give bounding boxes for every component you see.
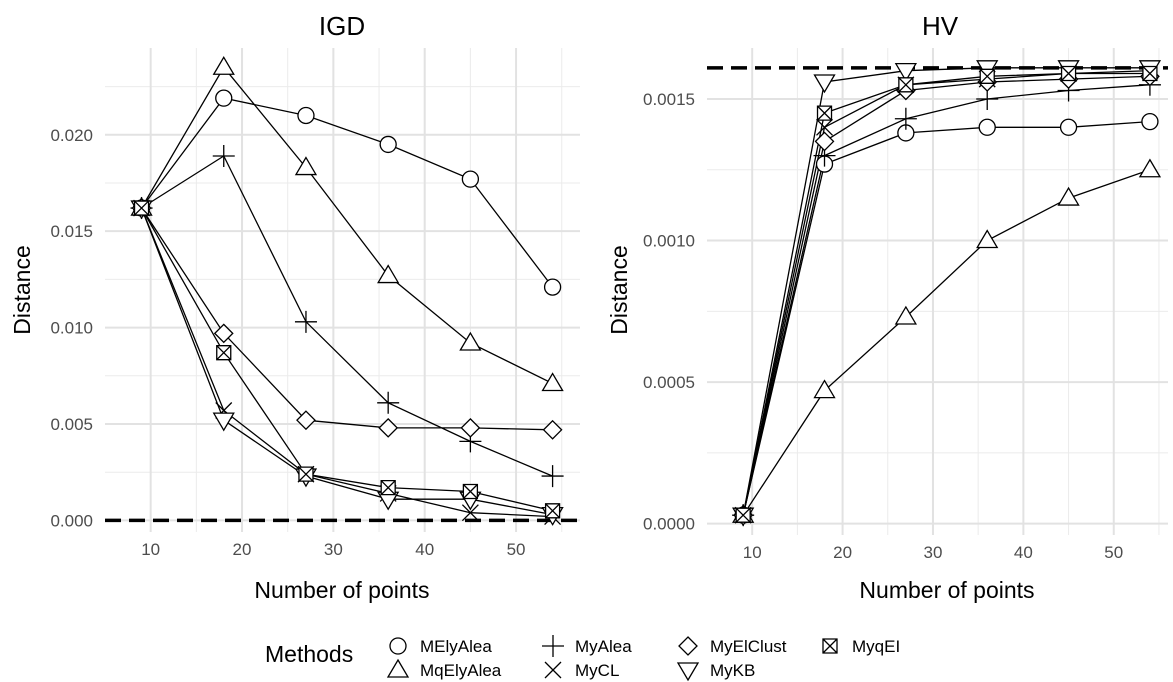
hv-point-myqei [818, 106, 832, 120]
igd-point-myalea [213, 145, 235, 167]
legend-label: MyCL [575, 661, 619, 680]
igd-point-myqei [463, 485, 477, 499]
legend-label: MyqEI [852, 637, 900, 656]
legend-title: Methods [265, 641, 353, 667]
igd-point-mqelyalea [378, 266, 398, 283]
hv-point-mqelyalea [1059, 188, 1079, 205]
hv-x-tick-label: 50 [1104, 543, 1123, 562]
hv-y-tick-label: 0.0005 [643, 373, 695, 392]
legend-label: MyKB [710, 661, 755, 680]
igd-y-tick-label: 0.015 [50, 222, 93, 241]
igd-point-myalea [542, 465, 564, 487]
igd-point-melyalea [216, 90, 232, 106]
legend-key-melyalea [390, 638, 406, 654]
hv-y-tick-label: 0.0000 [643, 515, 695, 534]
hv-point-myalea [895, 108, 917, 130]
igd-series-line-melyalea [142, 98, 553, 287]
igd-panel: 10 20 30 40 50 0.000 0.005 0.010 0.015 0.020 IGD Nu… [9, 11, 580, 603]
igd-point-melyalea [462, 171, 478, 187]
igd-x-tick-label: 40 [415, 540, 434, 559]
igd-point-myqei [135, 201, 149, 215]
legend-item-myqei: MyqEI [823, 637, 900, 656]
hv-point-melyalea [1061, 119, 1077, 135]
hv-series-line-myelclust [743, 76, 1150, 515]
hv-point-melyalea [979, 119, 995, 135]
igd-y-tick-label: 0.020 [50, 126, 93, 145]
legend-key-myalea [542, 635, 564, 657]
hv-x-tick-label: 20 [833, 543, 852, 562]
igd-point-myelclust [379, 419, 397, 437]
igd-point-mykb [214, 413, 234, 430]
legend-item-mqelyalea: MqElyAlea [388, 660, 502, 680]
hv-point-mqelyalea [896, 307, 916, 324]
hv-x-tick-label: 10 [743, 543, 762, 562]
hv-point-myqei [736, 508, 750, 522]
hv-series-line-mykb [743, 68, 1150, 515]
igd-point-mqelyalea [296, 158, 316, 175]
legend-item-myalea: MyAlea [542, 635, 632, 657]
igd-y-tick-label: 0.005 [50, 415, 93, 434]
hv-point-myqei [1143, 66, 1157, 80]
hv-x-tick-label: 40 [1014, 543, 1033, 562]
hv-series-line-melyalea [743, 122, 1150, 516]
igd-point-myelclust [461, 419, 479, 437]
hv-point-mqelyalea [977, 231, 997, 248]
igd-series-line-mqelyalea [142, 67, 553, 383]
legend-item-mykb: MyKB [678, 661, 755, 680]
legend-key-myelclust [679, 637, 697, 655]
igd-x-tick-label: 20 [233, 540, 252, 559]
hv-y-tick-label: 0.0010 [643, 232, 695, 251]
hv-title: HV [922, 11, 959, 41]
legend-key-myqei [823, 639, 837, 653]
legend-key-mykb [678, 663, 698, 680]
igd-point-myqei [217, 346, 231, 360]
hv-point-melyalea [1142, 114, 1158, 130]
igd-x-tick-label: 50 [507, 540, 526, 559]
legend-label: MyElClust [710, 637, 787, 656]
igd-point-melyalea [380, 136, 396, 152]
igd-point-melyalea [298, 107, 314, 123]
hv-x-axis-title: Number of points [859, 577, 1034, 603]
legend-label: MyAlea [575, 637, 632, 656]
hv-panel: 10 20 30 40 50 0.0000 0.0005 0.0010 0.0015 HV Numb… [606, 11, 1168, 603]
legend-label: MElyAlea [420, 637, 492, 656]
hv-point-myqei [899, 78, 913, 92]
igd-y-axis-title: Distance [9, 245, 35, 334]
legend: Methods MElyAlea MqElyAlea MyAlea MyCL MyElCl… [265, 635, 900, 680]
igd-point-myqei [546, 504, 560, 518]
hv-point-myqei [1062, 66, 1076, 80]
igd-x-tick-label: 30 [324, 540, 343, 559]
igd-point-melyalea [545, 279, 561, 295]
igd-point-mqelyalea [460, 333, 480, 350]
igd-point-myqei [381, 481, 395, 495]
igd-series-line-myelclust [142, 208, 553, 430]
legend-key-mqelyalea [388, 660, 408, 677]
hv-point-mqelyalea [815, 381, 835, 398]
igd-x-axis-title: Number of points [254, 577, 429, 603]
hv-series-line-mycl [743, 71, 1150, 516]
igd-y-tick-label: 0.000 [50, 511, 93, 530]
igd-title: IGD [319, 11, 365, 41]
hv-point-mqelyalea [1140, 160, 1160, 177]
hv-series-line-myqei [743, 74, 1150, 516]
igd-point-myqei [299, 467, 313, 481]
hv-y-tick-label: 0.0015 [643, 90, 695, 109]
hv-series-line-myalea [743, 85, 1150, 515]
hv-point-myelclust [816, 132, 834, 150]
igd-y-tick-label: 0.010 [50, 319, 93, 338]
legend-item-mycl: MyCL [545, 661, 619, 680]
legend-label: MqElyAlea [420, 661, 502, 680]
legend-item-melyalea: MElyAlea [390, 637, 492, 656]
hv-point-mykb [815, 75, 835, 92]
legend-key-mycl [545, 662, 561, 678]
legend-item-myelclust: MyElClust [679, 637, 787, 656]
hv-x-tick-label: 30 [924, 543, 943, 562]
igd-point-mqelyalea [214, 57, 234, 74]
hv-y-axis-title: Distance [606, 245, 632, 334]
hv-point-myqei [980, 69, 994, 83]
igd-x-tick-label: 10 [141, 540, 160, 559]
